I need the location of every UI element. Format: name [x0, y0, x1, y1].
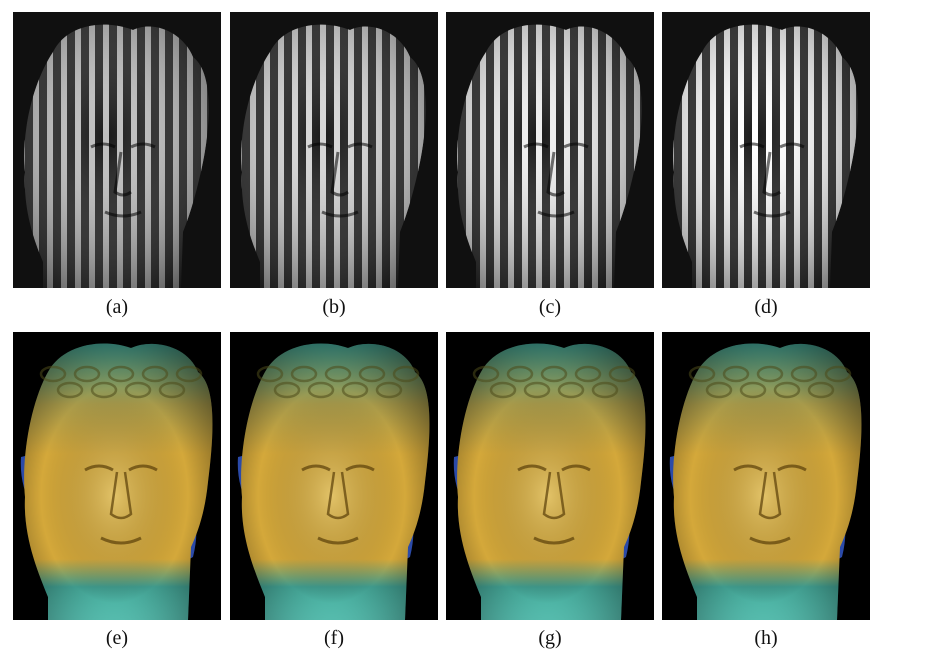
caption-f: (f)	[324, 627, 344, 649]
caption-b: (b)	[322, 296, 346, 318]
fringe-image-c	[446, 12, 654, 288]
caption-g: (g)	[538, 627, 562, 649]
fringe-head-image	[673, 12, 870, 288]
fringe-head-image	[457, 12, 654, 288]
reconstruction-head-image	[669, 343, 862, 620]
reconstruction-image-e	[13, 332, 221, 620]
fringe-stripe	[864, 12, 870, 288]
fringe-stripe	[648, 12, 654, 288]
reconstruction-image-g	[446, 332, 654, 620]
reconstruction-image-h	[662, 332, 870, 620]
fringe-stripe	[673, 24, 674, 288]
reconstruction-image-f	[230, 332, 438, 620]
caption-a: (a)	[105, 296, 129, 318]
fringe-stripe	[24, 24, 25, 288]
fringe-stripe	[215, 12, 221, 288]
fringe-stripe	[432, 12, 438, 288]
reconstruction-head-image	[237, 343, 430, 620]
caption-c: (c)	[538, 296, 562, 318]
caption-h: (h)	[754, 627, 778, 649]
fringe-head-image	[241, 12, 438, 288]
reconstruction-head-image	[20, 343, 213, 620]
fringe-image-a	[13, 12, 221, 288]
caption-e: (e)	[105, 627, 129, 649]
fringe-stripe	[241, 24, 242, 288]
fringe-image-d	[662, 12, 870, 288]
fringe-image-b	[230, 12, 438, 288]
reconstruction-head-image	[453, 343, 646, 620]
caption-d: (d)	[754, 296, 778, 318]
fringe-stripe	[457, 24, 458, 288]
fringe-head-image	[24, 12, 221, 288]
